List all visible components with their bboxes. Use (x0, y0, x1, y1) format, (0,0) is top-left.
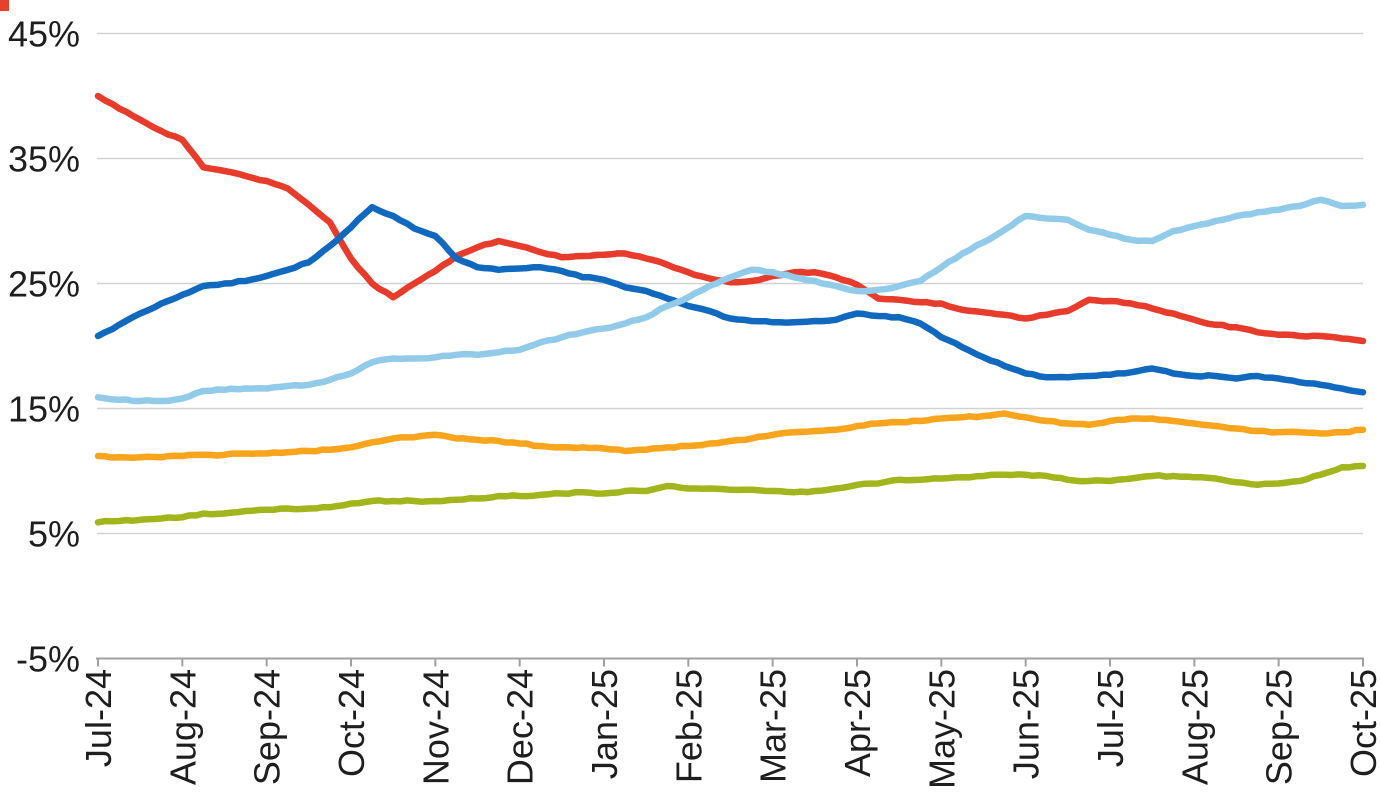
y-axis-label: 25% (8, 264, 80, 305)
x-axis-label: Jan-25 (584, 669, 625, 779)
x-axis-label: Aug-25 (1174, 669, 1215, 785)
y-axis-label: 15% (8, 389, 80, 430)
series-line-olive-green (94, 462, 1367, 526)
x-axis-label: Dec-24 (500, 669, 541, 785)
y-axis-label: -5% (16, 639, 80, 680)
series-line-dark-blue (94, 203, 1367, 396)
x-axis-label: Nov-24 (415, 669, 456, 785)
x-axis-label: Aug-24 (162, 669, 203, 785)
series-line-orange (94, 410, 1367, 461)
y-axis-label: 35% (8, 139, 80, 180)
x-axis-label: Mar-25 (753, 669, 794, 783)
x-axis-label: Feb-25 (668, 669, 709, 783)
x-axis-label: Oct-25 (1343, 669, 1380, 777)
series-line-red (94, 92, 1367, 345)
series-line-light-blue (94, 196, 1367, 405)
y-axis-label: 5% (28, 514, 80, 555)
x-axis-label: Jun-25 (1006, 669, 1047, 779)
x-axis-label: Oct-24 (331, 669, 372, 777)
y-axis-label: 45% (8, 14, 80, 55)
x-axis-label: May-25 (921, 669, 962, 789)
x-axis-label: Jul-24 (78, 669, 119, 767)
x-axis-label: Jul-25 (1090, 669, 1131, 767)
x-axis-label: Sep-25 (1259, 669, 1300, 785)
x-axis-label: Sep-24 (247, 669, 288, 785)
legend-fragment-artifact (0, 0, 9, 11)
x-axis-label: Apr-25 (837, 669, 878, 777)
